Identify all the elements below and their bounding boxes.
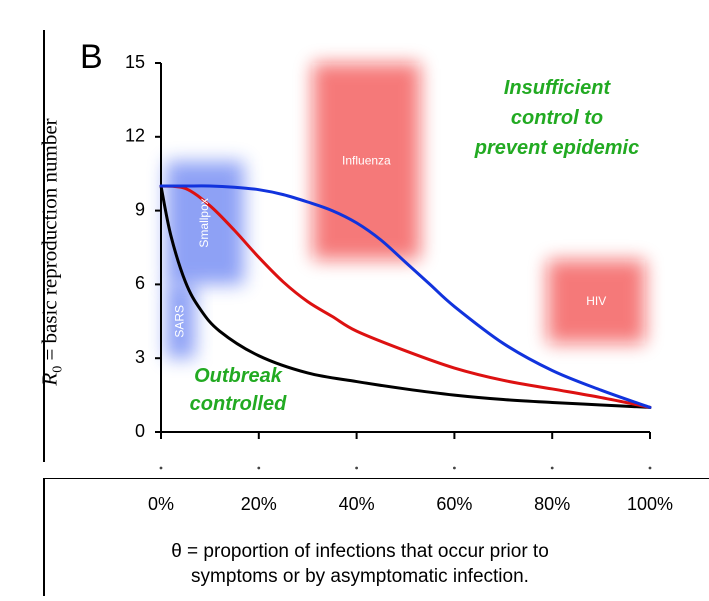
x-tick-label: 60%	[436, 494, 472, 514]
y-tick-label: 15	[125, 52, 145, 72]
x-tick-label: 20%	[241, 494, 277, 514]
x-tick-label: 100%	[627, 494, 673, 514]
region-label-hiv: HIV	[586, 294, 606, 308]
region-label-sars: SARS	[173, 305, 187, 338]
y-tick-label: 6	[135, 273, 145, 293]
annotation-line: Insufficient	[504, 77, 612, 99]
y-tick-label: 3	[135, 347, 145, 367]
x-tick-dot	[355, 466, 358, 470]
x-tick-label: 40%	[339, 494, 375, 514]
region-hiv	[547, 259, 646, 344]
region-label-smallpox: Smallpox	[197, 198, 211, 247]
x-tick-dot	[453, 466, 456, 470]
lower-left-border-line	[43, 478, 45, 596]
region-influenza	[312, 63, 421, 260]
x-axis-label-line2: symptoms or by asymptomatic infection.	[191, 566, 529, 587]
left-border-line	[43, 30, 45, 462]
panel-label: B	[80, 38, 103, 76]
y-tick-label: 12	[125, 126, 145, 146]
region-sars	[165, 284, 196, 359]
series-line-0	[159, 184, 652, 409]
x-tick-dot	[257, 466, 261, 470]
separator-line	[43, 478, 709, 479]
x-tick-label: 80%	[534, 494, 570, 514]
x-tick-label: 0%	[148, 494, 174, 514]
annotation-1: Outbreak controlled	[190, 365, 287, 415]
x-tick-dot	[550, 466, 554, 470]
annotation-line: controlled	[190, 393, 287, 415]
series-line-1	[159, 184, 652, 409]
annotation-line: Outbreak	[194, 365, 283, 387]
annotation-line: control to	[511, 107, 603, 129]
y-tick-label: 9	[135, 199, 145, 219]
y-tick-label: 0	[135, 421, 145, 441]
series-line-2	[159, 184, 652, 409]
x-tick-dot	[648, 466, 652, 470]
annotation-0: Insufficient control to prevent epidemic	[474, 77, 640, 159]
x-axis-label-line1: θ = proportion of infections that occur …	[171, 541, 549, 562]
annotation-line: prevent epidemic	[474, 137, 640, 159]
region-label-influenza: Influenza	[342, 154, 391, 168]
x-tick-dot	[159, 466, 163, 470]
